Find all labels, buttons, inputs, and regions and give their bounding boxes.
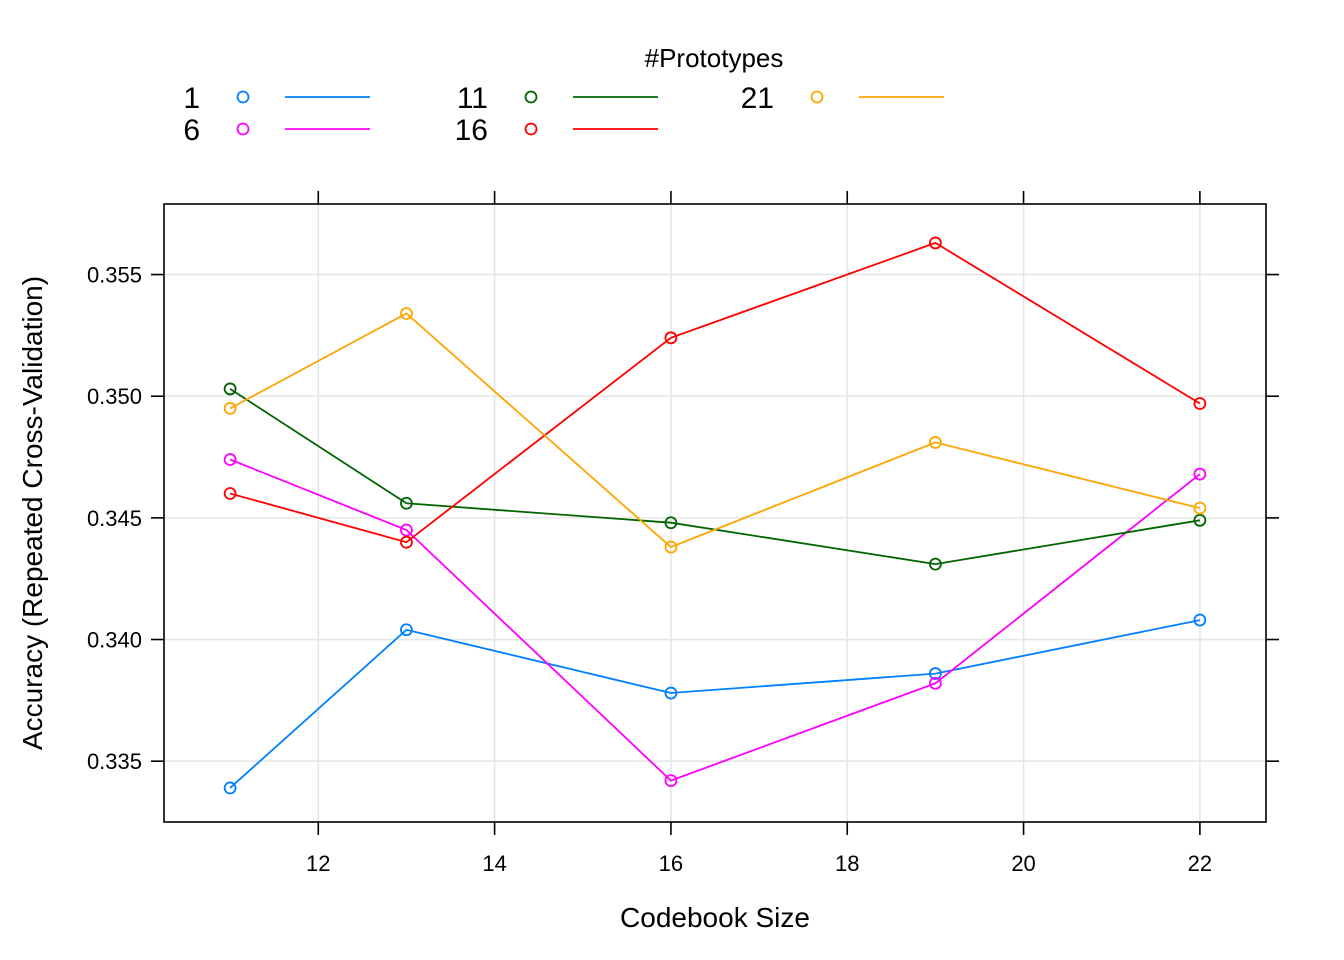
- legend-title: #Prototypes: [645, 43, 784, 73]
- data-point-21: [664, 540, 678, 554]
- x-tick-label: 22: [1188, 851, 1212, 876]
- data-point-6: [223, 453, 237, 466]
- series-line-11: [229, 388, 1201, 566]
- series-line-6: [229, 458, 1201, 782]
- data-point-16: [929, 236, 942, 250]
- data-point-21: [929, 436, 942, 449]
- plot-frame: [163, 203, 1267, 823]
- series-lines: [229, 241, 1201, 789]
- x-tick-label: 18: [835, 851, 859, 876]
- x-tick-label: 14: [482, 851, 506, 876]
- data-point-16: [400, 535, 413, 549]
- legend-marker-6: [236, 122, 250, 136]
- legend-marker-21: [810, 90, 824, 104]
- legend-marker-1: [236, 90, 250, 104]
- data-point-11: [929, 557, 942, 571]
- data-point-21: [1193, 501, 1207, 515]
- data-point-1: [664, 686, 678, 700]
- data-point-11: [664, 516, 678, 530]
- y-tick-label: 0.340: [87, 628, 142, 653]
- y-tick-label: 0.355: [87, 263, 142, 288]
- x-axis: 12 14 16 18 20 22: [306, 191, 1212, 876]
- data-point-6: [1193, 467, 1207, 481]
- legend-label-6: 6: [183, 114, 200, 147]
- y-tick-label: 0.345: [87, 506, 142, 531]
- data-point-11: [223, 382, 237, 396]
- y-tick-label: 0.350: [87, 384, 142, 409]
- data-point-16: [1193, 397, 1207, 410]
- series-line-16: [229, 241, 1201, 544]
- legend-label-11: 11: [457, 82, 488, 115]
- y-axis: 0.335 0.340 0.345 0.350 0.355: [87, 263, 1279, 774]
- x-tick-label: 20: [1011, 851, 1035, 876]
- legend-marker-11: [524, 90, 538, 104]
- data-point-6: [929, 676, 942, 690]
- data-point-1: [929, 667, 942, 680]
- legend-marker-16: [524, 122, 538, 136]
- series-line-1: [229, 619, 1201, 789]
- data-point-16: [223, 487, 237, 500]
- data-point-1: [1193, 613, 1207, 627]
- legend-label-21: 21: [741, 82, 774, 115]
- y-axis-title: Accuracy (Repeated Cross-Validation): [17, 276, 48, 750]
- series-line-21: [229, 312, 1201, 549]
- grid: [164, 204, 1266, 822]
- data-point-11: [1193, 513, 1207, 527]
- data-point-1: [400, 623, 413, 637]
- data-point-16: [664, 331, 678, 345]
- x-tick-label: 12: [306, 851, 330, 876]
- y-tick-label: 0.335: [87, 749, 142, 774]
- data-point-11: [400, 496, 413, 510]
- x-tick-label: 16: [659, 851, 683, 876]
- data-point-21: [223, 401, 237, 415]
- data-point-21: [400, 307, 413, 320]
- data-point-6: [400, 523, 413, 537]
- legend-label-16: 16: [455, 114, 488, 147]
- series-points: [223, 236, 1207, 795]
- legend-label-1: 1: [183, 82, 200, 115]
- data-point-6: [664, 774, 678, 788]
- x-axis-title: Codebook Size: [620, 902, 810, 933]
- data-point-1: [223, 781, 237, 795]
